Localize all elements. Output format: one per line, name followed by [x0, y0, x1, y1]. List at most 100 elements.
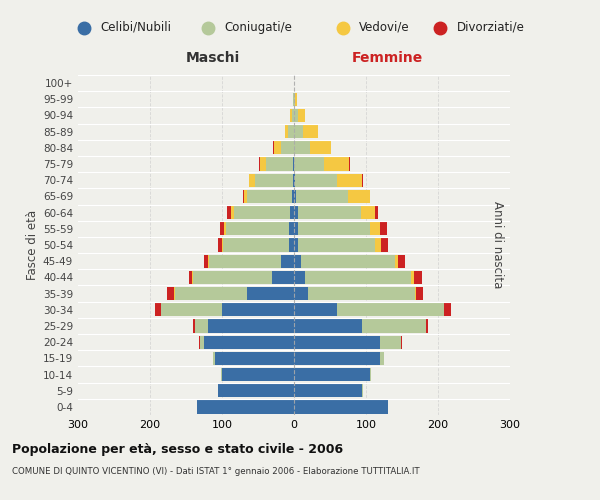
Bar	[281, 254, 294, 268]
Bar	[197, 400, 294, 413]
Bar	[310, 141, 331, 154]
Bar	[294, 303, 337, 316]
Bar	[298, 222, 370, 235]
Bar	[272, 270, 294, 284]
Bar	[294, 222, 298, 235]
Bar	[212, 352, 214, 365]
Bar	[200, 336, 204, 349]
Bar	[305, 270, 412, 284]
Bar	[294, 336, 380, 349]
Bar	[222, 238, 223, 252]
Bar	[204, 254, 208, 268]
Bar	[193, 320, 194, 332]
Text: COMUNE DI QUINTO VICENTINO (VI) - Dati ISTAT 1° gennaio 2006 - Elaborazione TUTT: COMUNE DI QUINTO VICENTINO (VI) - Dati I…	[12, 468, 419, 476]
Bar	[361, 206, 376, 220]
Bar	[292, 190, 294, 203]
Bar	[294, 141, 310, 154]
Bar	[362, 384, 363, 398]
Bar	[223, 238, 289, 252]
Bar	[293, 158, 294, 170]
Bar	[308, 287, 415, 300]
Bar	[273, 141, 274, 154]
Bar	[290, 206, 294, 220]
Bar	[247, 287, 294, 300]
Bar	[324, 158, 349, 170]
Bar	[220, 222, 224, 235]
Bar	[294, 125, 302, 138]
Bar	[295, 174, 337, 187]
Bar	[415, 287, 416, 300]
Bar	[362, 174, 363, 187]
Bar	[294, 174, 295, 187]
Bar	[293, 174, 294, 187]
Bar	[208, 254, 209, 268]
Bar	[243, 190, 244, 203]
Bar	[298, 238, 376, 252]
Bar	[194, 320, 208, 332]
Bar	[288, 125, 294, 138]
Bar	[293, 92, 294, 106]
Bar	[362, 320, 426, 332]
Bar	[214, 352, 215, 365]
Bar	[218, 238, 222, 252]
Bar	[296, 190, 348, 203]
Bar	[260, 158, 266, 170]
Bar	[298, 109, 305, 122]
Bar	[222, 368, 294, 381]
Bar	[289, 238, 294, 252]
Bar	[380, 352, 384, 365]
Bar	[395, 254, 398, 268]
Bar	[233, 206, 290, 220]
Bar	[208, 320, 294, 332]
Bar	[266, 158, 293, 170]
Bar	[376, 238, 381, 252]
Text: Coniugati/e: Coniugati/e	[224, 21, 292, 34]
Bar	[337, 303, 444, 316]
Bar	[398, 254, 405, 268]
Bar	[289, 222, 294, 235]
Bar	[167, 287, 175, 300]
Text: Vedovi/e: Vedovi/e	[359, 21, 410, 34]
Bar	[349, 158, 350, 170]
Bar	[294, 190, 296, 203]
Bar	[227, 206, 232, 220]
Bar	[284, 125, 288, 138]
Bar	[175, 287, 247, 300]
Bar	[189, 270, 193, 284]
Bar	[250, 174, 255, 187]
Bar	[348, 190, 370, 203]
Bar	[215, 352, 294, 365]
Bar	[337, 174, 362, 187]
Bar	[294, 238, 298, 252]
Bar	[301, 254, 395, 268]
Text: Celibi/Nubili: Celibi/Nubili	[100, 21, 171, 34]
Bar	[294, 254, 301, 268]
Bar	[292, 109, 294, 122]
Bar	[248, 174, 250, 187]
Bar	[294, 92, 295, 106]
Bar	[294, 400, 388, 413]
Bar	[290, 109, 292, 122]
Bar	[294, 270, 305, 284]
Bar	[294, 206, 298, 220]
Bar	[444, 303, 445, 316]
Bar	[426, 320, 428, 332]
Bar	[294, 158, 324, 170]
Text: Maschi: Maschi	[186, 51, 240, 65]
Bar	[294, 109, 298, 122]
Bar	[413, 270, 422, 284]
Bar	[295, 92, 297, 106]
Bar	[247, 190, 292, 203]
Bar	[445, 303, 451, 316]
Bar	[302, 125, 319, 138]
Bar	[294, 320, 362, 332]
Bar	[370, 222, 380, 235]
Bar	[370, 368, 371, 381]
Bar	[199, 336, 200, 349]
Bar	[381, 238, 388, 252]
Bar	[226, 222, 289, 235]
Bar	[255, 174, 293, 187]
Bar	[274, 141, 281, 154]
Bar	[224, 222, 226, 235]
Bar	[298, 206, 361, 220]
